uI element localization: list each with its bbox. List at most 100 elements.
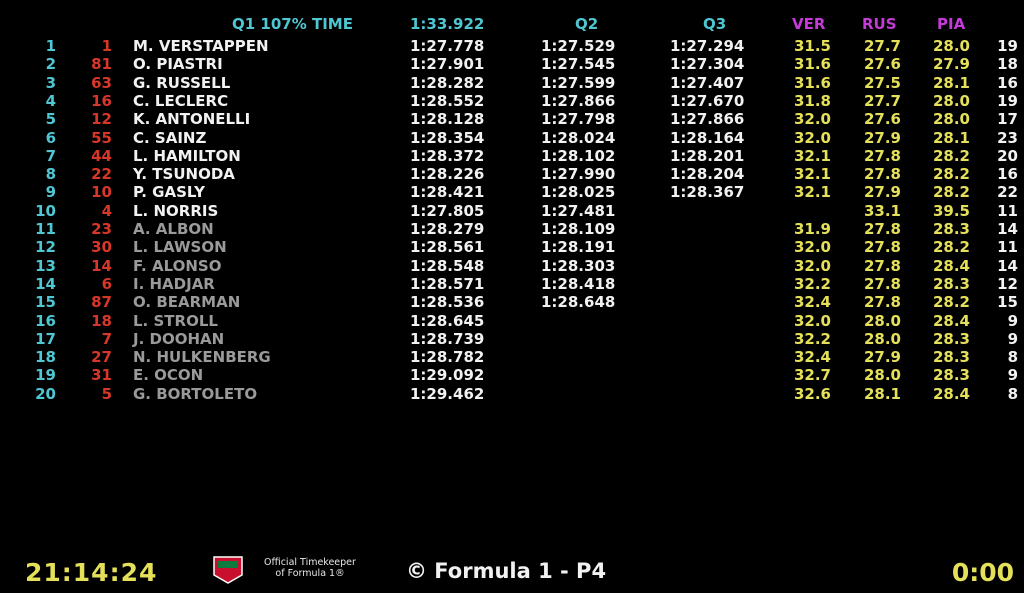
- table-row: 16 18 L. STROLL 1:28.645 32.0 28.0 28.4 9: [0, 312, 1024, 330]
- position: 9: [45, 183, 56, 202]
- lap-count: 9: [1007, 311, 1018, 330]
- table-row: 5 12 K. ANTONELLI 1:28.128 1:27.798 1:27.866 3…: [0, 110, 1024, 128]
- driver-name: G. BORTOLETO: [133, 384, 258, 403]
- session-timer: 0:00: [951, 558, 1014, 587]
- table-row: 2 81 O. PIASTRI 1:27.901 1:27.545 1:27.304 31.…: [0, 55, 1024, 73]
- timekeeper-line1: Official Timekeeper: [264, 557, 356, 568]
- q1-time: 1:29.092: [410, 366, 485, 385]
- sector3-time: 28.2: [932, 293, 970, 312]
- sector1-time: 32.1: [793, 183, 831, 202]
- position: 4: [45, 91, 56, 110]
- q1-time: 1:28.536: [410, 293, 485, 312]
- sector3-time: 28.3: [932, 366, 970, 385]
- q1-time: 1:27.778: [410, 37, 485, 55]
- lap-count: 9: [1007, 366, 1018, 385]
- table-row: 10 4 L. NORRIS 1:27.805 1:27.481 33.1 39.5 11: [0, 202, 1024, 220]
- q2-time: 1:27.599: [541, 73, 616, 92]
- lap-count: 12: [997, 274, 1018, 293]
- lap-count: 11: [997, 238, 1018, 257]
- lap-count: 14: [997, 220, 1018, 238]
- driver-name: A. ALBON: [133, 220, 214, 238]
- q1-time: 1:28.282: [410, 73, 485, 92]
- car-number: 1: [101, 37, 112, 55]
- sector1-time: 31.8: [793, 91, 831, 110]
- lap-count: 22: [997, 183, 1018, 202]
- driver-name: M. VERSTAPPEN: [133, 37, 269, 55]
- lap-count: 14: [997, 256, 1018, 275]
- q1-time: 1:28.739: [410, 329, 485, 348]
- position: 7: [45, 146, 56, 165]
- sector3-time: 39.5: [932, 201, 970, 220]
- q1-time: 1:27.805: [410, 201, 485, 220]
- sector1-time: 32.4: [793, 293, 831, 312]
- q3-time: 1:27.304: [670, 55, 745, 74]
- q2-time: 1:28.024: [541, 128, 616, 147]
- sector3-time: 28.1: [932, 73, 970, 92]
- car-number: 55: [91, 128, 112, 147]
- sector3-header: PIA: [937, 15, 966, 33]
- driver-name: E. OCON: [133, 366, 204, 385]
- q1-time: 1:28.645: [410, 311, 485, 330]
- sector1-time: 32.0: [793, 110, 831, 129]
- position: 19: [35, 366, 56, 385]
- sector2-time: 27.8: [863, 220, 901, 238]
- clock: 21:14:24: [25, 558, 158, 587]
- sector3-time: 28.2: [932, 238, 970, 257]
- sector3-time: 28.4: [932, 256, 970, 275]
- sector2-time: 27.7: [863, 91, 901, 110]
- sector1-time: 32.0: [793, 256, 831, 275]
- sector2-time: 27.8: [863, 293, 901, 312]
- car-number: 31: [91, 366, 112, 385]
- driver-name: K. ANTONELLI: [133, 110, 251, 129]
- q1-time: 1:28.571: [410, 274, 485, 293]
- timekeeper-text: Official Timekeeper of Formula 1®: [252, 557, 368, 579]
- car-number: 6: [101, 274, 112, 293]
- sector1-time: 32.7: [793, 366, 831, 385]
- table-row: 1 1 M. VERSTAPPEN 1:27.778 1:27.529 1:27.294 3…: [0, 37, 1024, 55]
- lap-count: 17: [997, 110, 1018, 129]
- position: 3: [45, 73, 56, 92]
- driver-name: C. SAINZ: [133, 128, 207, 147]
- sector3-time: 27.9: [932, 55, 970, 74]
- sector3-time: 28.3: [932, 329, 970, 348]
- sector1-time: 32.2: [793, 274, 831, 293]
- q2-time: 1:28.109: [541, 220, 616, 238]
- q1-time: 1:28.561: [410, 238, 485, 257]
- q3-time: 1:28.204: [670, 165, 745, 184]
- sector3-time: 28.2: [932, 146, 970, 165]
- table-row: 14 6 I. HADJAR 1:28.571 1:28.418 32.2 27.8 28.3…: [0, 275, 1024, 293]
- lap-count: 8: [1007, 384, 1018, 403]
- session-label: © Formula 1 - P4: [406, 559, 607, 583]
- footer-bar: 21:14:24 Official Timekeeper of Formula …: [0, 550, 1024, 593]
- car-number: 10: [91, 183, 112, 202]
- table-row: 3 63 G. RUSSELL 1:28.282 1:27.599 1:27.407 31.…: [0, 74, 1024, 92]
- q1-time: 1:29.462: [410, 384, 485, 403]
- position: 12: [35, 238, 56, 257]
- q1-time: 1:28.552: [410, 91, 485, 110]
- driver-name: O. BEARMAN: [133, 293, 241, 312]
- q2-time: 1:28.648: [541, 293, 616, 312]
- car-number: 14: [91, 256, 112, 275]
- driver-name: Y. TSUNODA: [133, 165, 235, 184]
- q1-time: 1:28.372: [410, 146, 485, 165]
- position: 11: [35, 220, 56, 238]
- q2-time: 1:28.025: [541, 183, 616, 202]
- car-number: 12: [91, 110, 112, 129]
- table-row: 8 22 Y. TSUNODA 1:28.226 1:27.990 1:28.204 32.…: [0, 165, 1024, 183]
- sector2-time: 27.8: [863, 165, 901, 184]
- sector1-time: 32.4: [793, 348, 831, 367]
- position: 1: [45, 37, 56, 55]
- sector2-time: 27.8: [863, 146, 901, 165]
- lap-count: 18: [997, 55, 1018, 74]
- sector3-time: 28.3: [932, 220, 970, 238]
- position: 20: [35, 384, 56, 403]
- driver-name: I. HADJAR: [133, 274, 215, 293]
- position: 18: [35, 348, 56, 367]
- sector2-time: 27.5: [863, 73, 901, 92]
- driver-name: C. LECLERC: [133, 91, 229, 110]
- sector1-time: 31.9: [793, 220, 831, 238]
- driver-name: N. HULKENBERG: [133, 348, 271, 367]
- car-number: 5: [101, 384, 112, 403]
- sector3-time: 28.0: [932, 37, 970, 55]
